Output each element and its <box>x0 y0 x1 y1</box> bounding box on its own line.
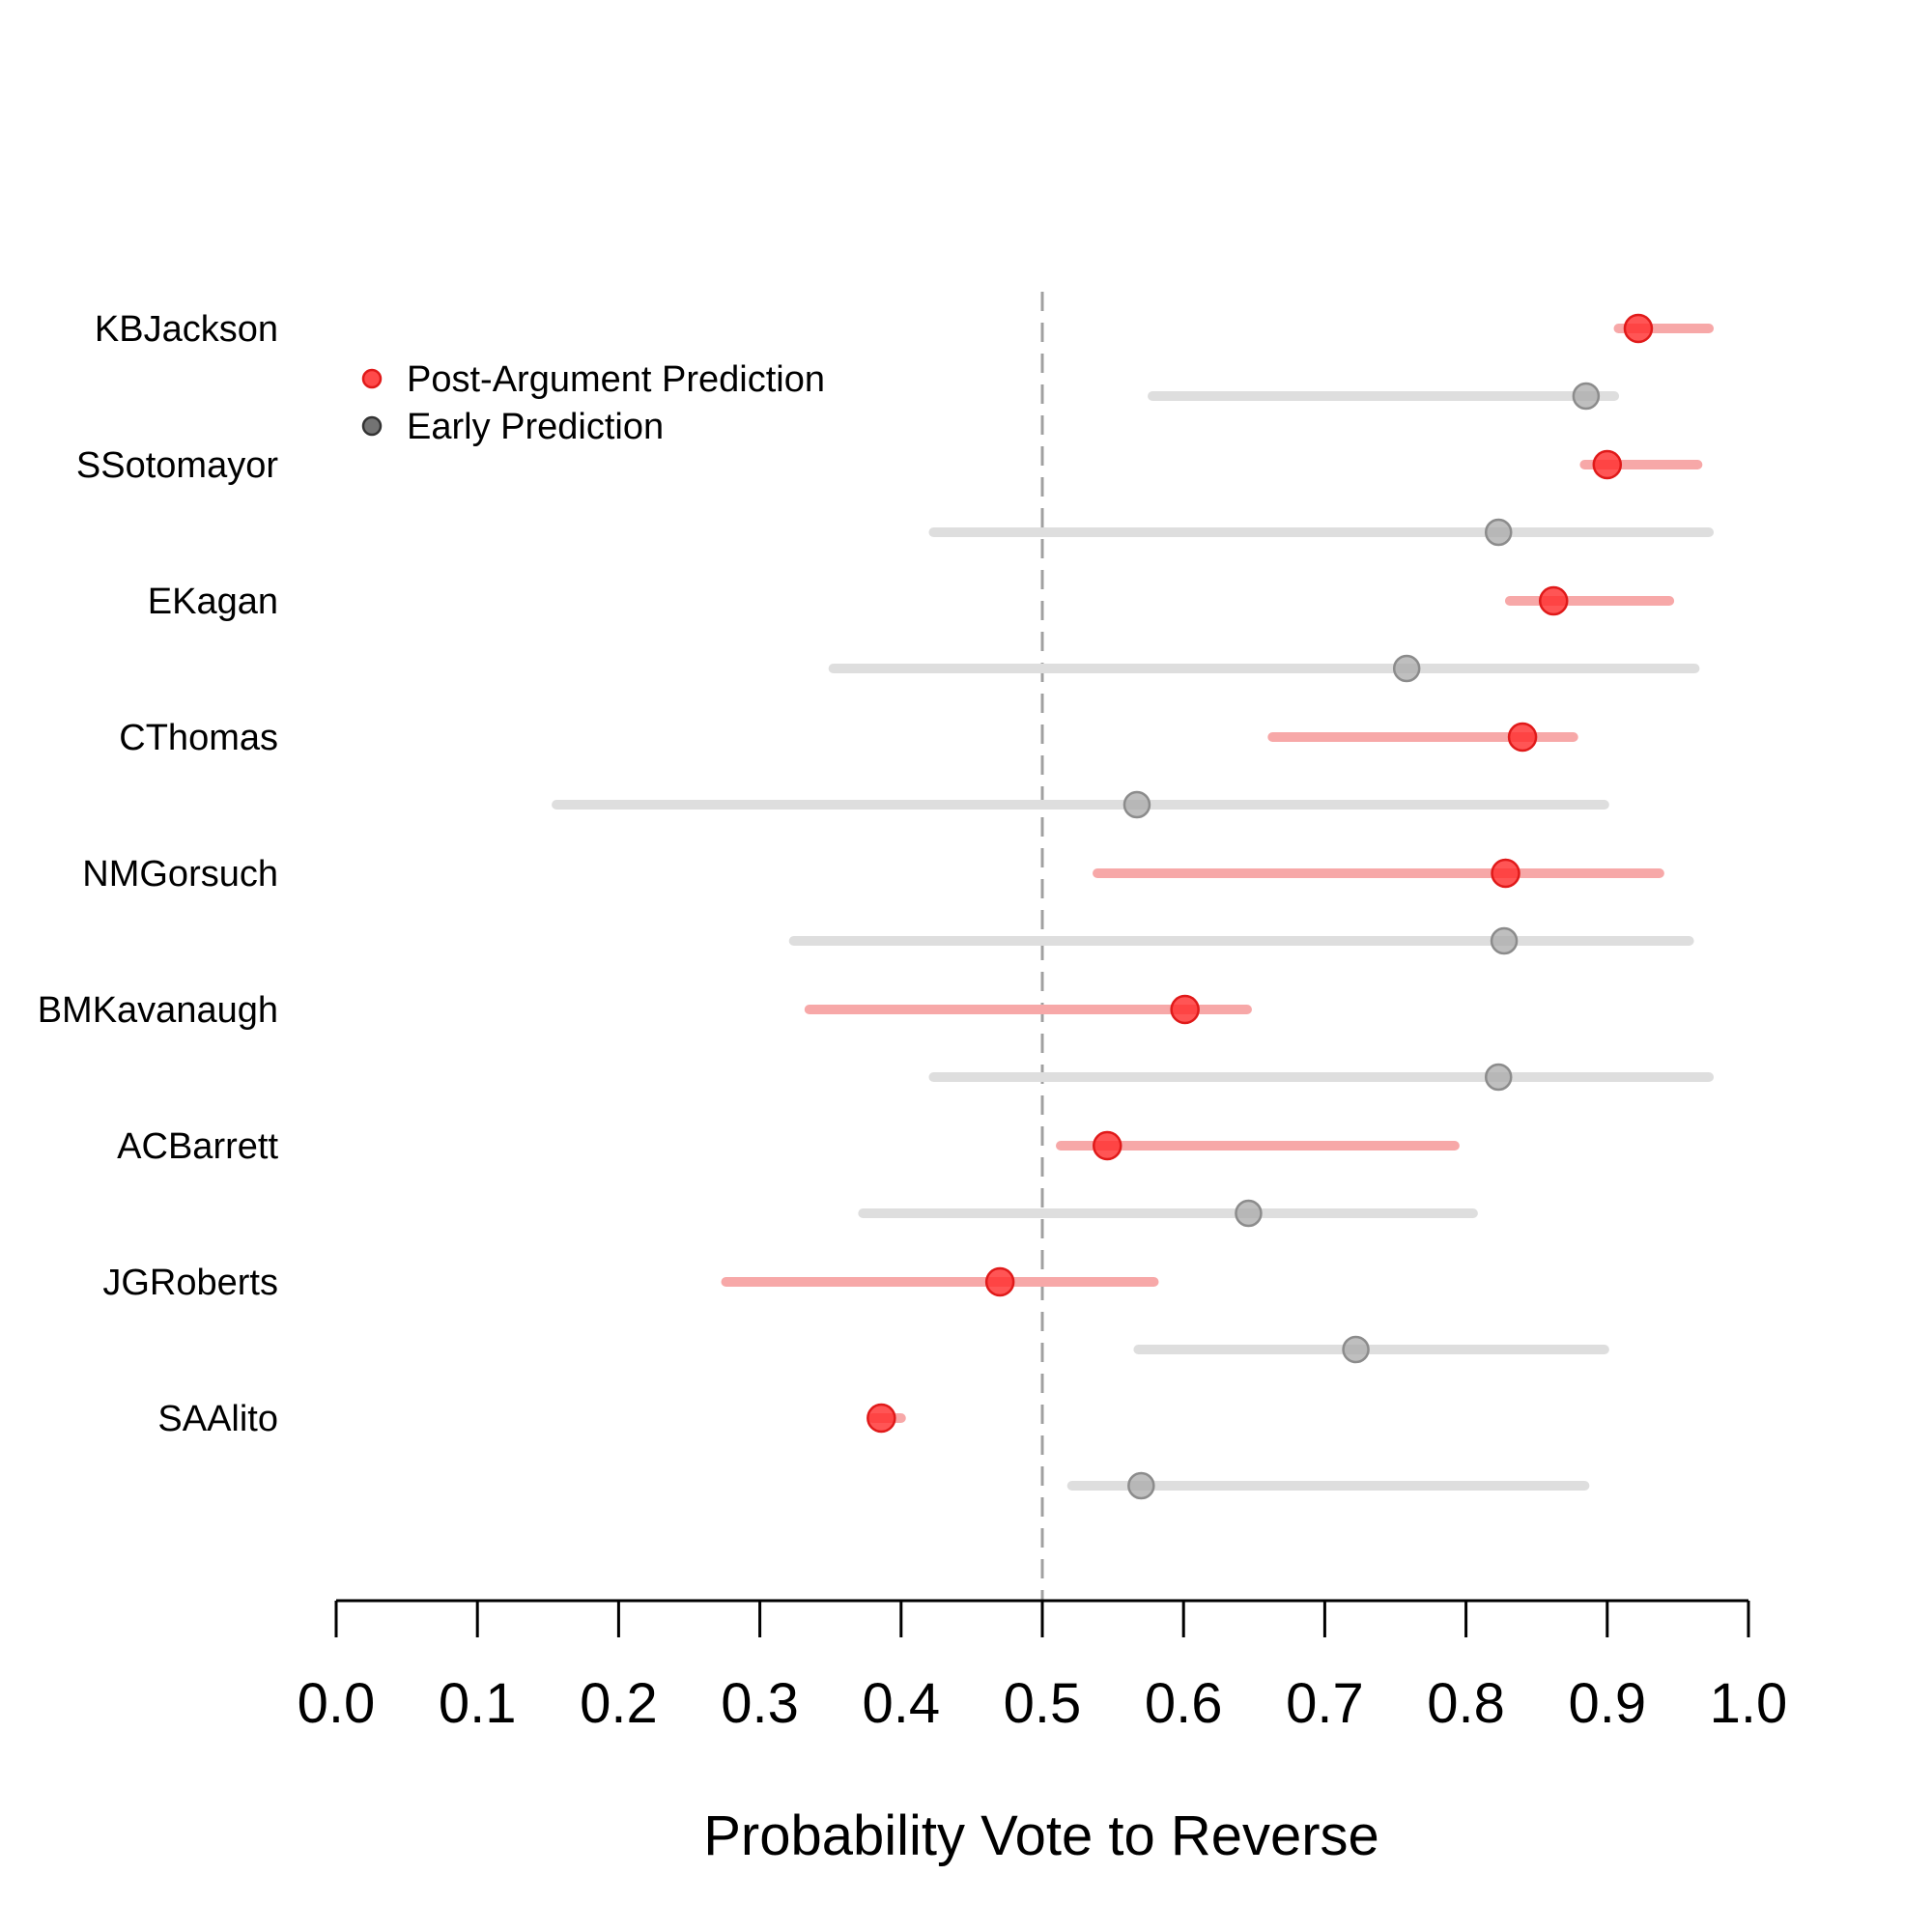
post-point <box>1507 722 1538 753</box>
post-point <box>1623 313 1654 344</box>
legend-marker <box>361 368 383 389</box>
interval-layer <box>552 324 1715 1491</box>
x-axis: 0.0 0.1 0.2 0.3 0.4 0.5 0.6 0.7 0.8 0.9 1.0 <box>298 1599 1788 1735</box>
justice-label: JGRoberts <box>102 1263 278 1303</box>
x-axis-title: Probability Vote to Reverse <box>703 1804 1379 1867</box>
x-tick-label: 0.4 <box>862 1672 940 1735</box>
post-point <box>1538 585 1569 616</box>
early-point <box>1484 518 1513 547</box>
early-point <box>1235 1199 1263 1228</box>
justice-label: SAAlito <box>157 1399 278 1439</box>
early-point <box>1572 382 1601 411</box>
legend-label: Early Prediction <box>407 407 664 447</box>
legend-label: Post-Argument Prediction <box>407 359 825 400</box>
x-tick-label: 0.9 <box>1568 1672 1646 1735</box>
post-point <box>1170 994 1200 1025</box>
legend: Post-Argument Prediction Early Prediction <box>361 359 825 447</box>
justice-label: ACBarrett <box>117 1126 278 1167</box>
x-tick-label: 0.3 <box>721 1672 799 1735</box>
early-point <box>1122 790 1151 819</box>
legend-marker <box>361 415 383 437</box>
x-tick-label: 0.2 <box>580 1672 658 1735</box>
x-tick-label: 0.7 <box>1286 1672 1364 1735</box>
justice-label: BMKavanaugh <box>38 990 278 1031</box>
x-tick-label: 0.0 <box>298 1672 376 1735</box>
x-tick-label: 1.0 <box>1710 1672 1788 1735</box>
early-point <box>1127 1471 1155 1500</box>
post-point <box>867 1403 896 1434</box>
justice-label: CThomas <box>119 718 278 758</box>
justice-label: NMGorsuch <box>82 854 278 895</box>
justice-label-layer: KBJackson SSotomayor EKagan CThomas NMGorsuc… <box>38 309 279 1439</box>
x-tick-label: 0.1 <box>439 1672 517 1735</box>
early-point <box>1490 926 1519 955</box>
x-tick-label: 0.8 <box>1427 1672 1505 1735</box>
justice-label: KBJackson <box>95 309 278 350</box>
post-point <box>1093 1130 1122 1161</box>
early-point <box>1392 654 1421 683</box>
justice-label: EKagan <box>148 582 278 622</box>
early-point <box>1484 1063 1513 1092</box>
point-layer <box>867 313 1654 1500</box>
post-point <box>1592 449 1623 480</box>
justice-label: SSotomayor <box>76 445 278 486</box>
post-point <box>984 1266 1015 1297</box>
early-point <box>1342 1335 1370 1364</box>
post-point <box>1491 858 1520 889</box>
x-tick-label: 0.6 <box>1145 1672 1223 1735</box>
x-tick-label: 0.5 <box>1004 1672 1082 1735</box>
